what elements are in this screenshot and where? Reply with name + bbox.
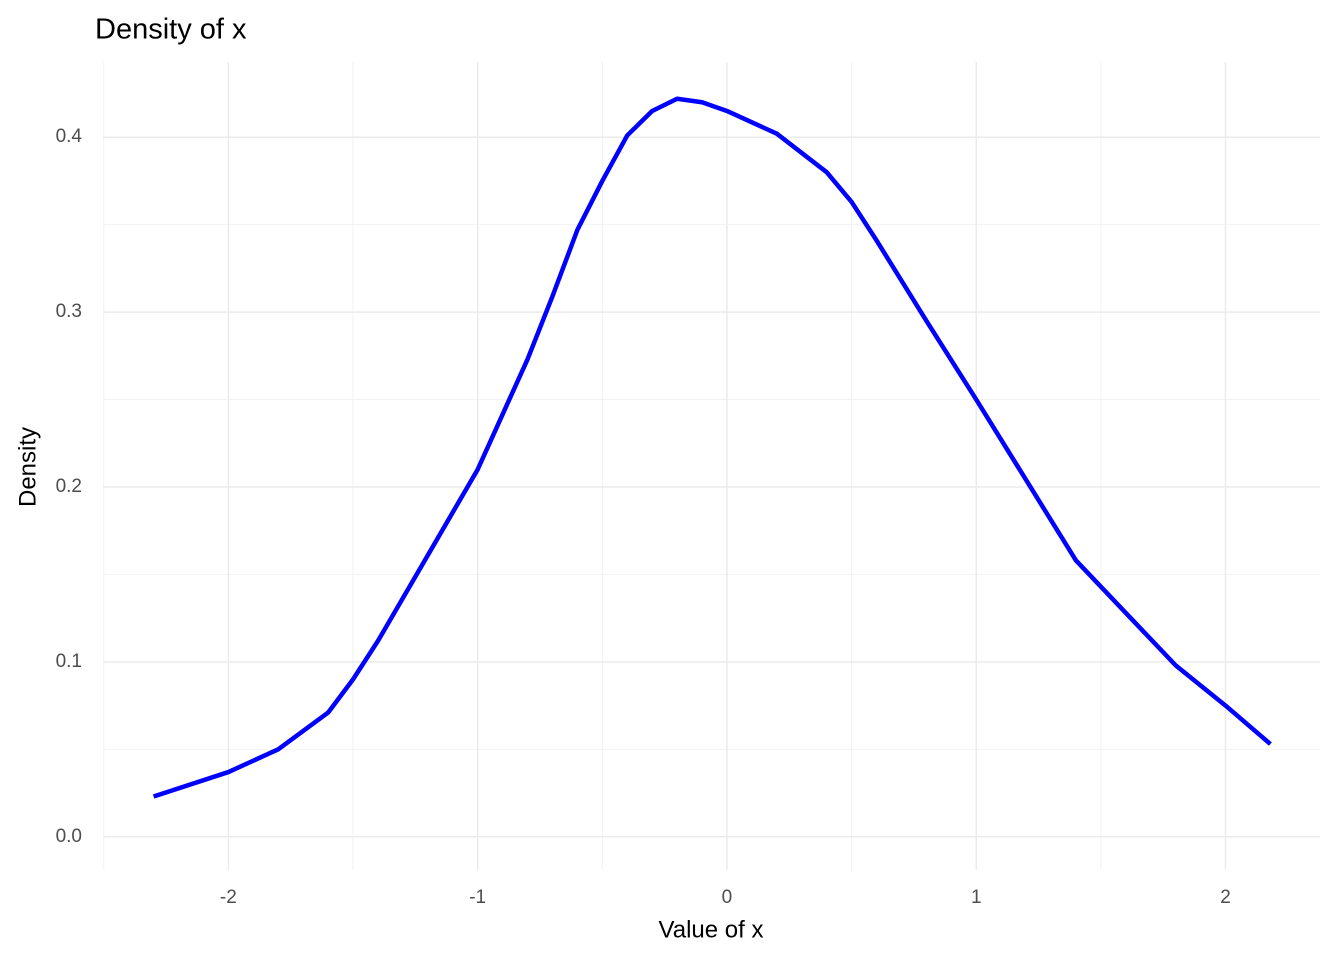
y-tick-label: 0.3 xyxy=(56,301,82,322)
chart-title: Density of x xyxy=(95,14,247,46)
y-tick-label: 0.1 xyxy=(56,651,82,672)
y-tick-label: 0.0 xyxy=(56,826,82,847)
x-tick-label: -1 xyxy=(469,887,486,908)
x-tick-label: 1 xyxy=(971,887,982,908)
y-tick-label: 0.4 xyxy=(56,126,83,147)
x-axis-label: Value of x xyxy=(659,916,764,943)
y-tick-label: 0.2 xyxy=(56,476,82,497)
y-axis-label: Density xyxy=(14,427,41,507)
density-line xyxy=(152,96,1272,799)
x-tick-label: 0 xyxy=(722,887,733,908)
x-tick-label: 2 xyxy=(1220,887,1231,908)
x-tick-label: -2 xyxy=(220,887,237,908)
